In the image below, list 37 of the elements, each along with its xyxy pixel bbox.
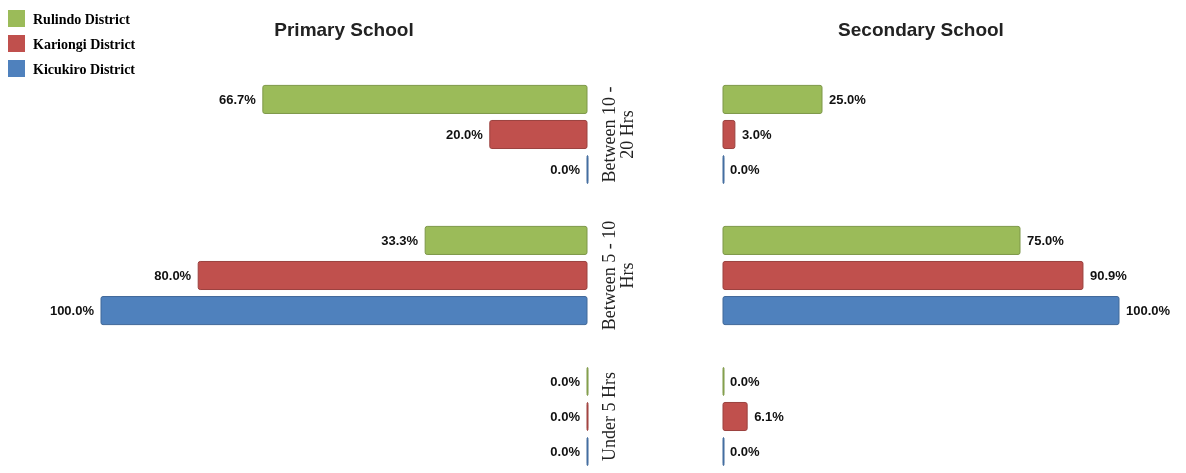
- y-tick-label: Between 5 - 10 Hrs: [599, 220, 638, 331]
- bar: [722, 260, 1084, 291]
- data-label: 80.0%: [154, 268, 192, 284]
- data-label: 90.9%: [1089, 268, 1128, 284]
- legend-label: Kicukiro District: [33, 61, 136, 77]
- chart-title: Secondary School: [838, 19, 1004, 40]
- bar: [424, 225, 588, 255]
- data-label: 0.0%: [730, 444, 761, 460]
- data-label: 6.1%: [754, 409, 785, 425]
- data-label: 20.0%: [445, 127, 484, 143]
- data-label: 75.0%: [1027, 232, 1065, 248]
- y-tick-label: Between 10 - 20 Hrs: [599, 86, 638, 183]
- legend-label: Kariongi District: [33, 36, 136, 52]
- chart-title: Primary School: [274, 19, 414, 40]
- bar: [262, 84, 588, 114]
- y-tick-label: Under 5 Hrs: [599, 372, 620, 461]
- bar: [722, 296, 1120, 326]
- data-label: 0.0%: [550, 162, 581, 178]
- bar: [722, 119, 736, 150]
- data-label: 100.0%: [1126, 303, 1171, 319]
- data-label: 0.0%: [730, 373, 761, 389]
- bar: [100, 296, 588, 326]
- data-label: 0.0%: [730, 162, 761, 178]
- legend-label: Rulindo District: [33, 11, 131, 27]
- data-label: 33.3%: [381, 232, 419, 248]
- data-label: 100.0%: [49, 303, 95, 319]
- data-label: 66.7%: [218, 91, 257, 107]
- bar: [722, 84, 823, 114]
- bar: [722, 401, 748, 432]
- bar: [489, 119, 588, 150]
- data-label: 3.0%: [741, 127, 772, 143]
- bar: [722, 225, 1021, 255]
- data-label: 0.0%: [550, 409, 581, 425]
- data-label: 0.0%: [550, 373, 581, 389]
- data-label: 25.0%: [829, 91, 867, 107]
- bar: [197, 260, 588, 291]
- data-label: 0.0%: [550, 444, 581, 460]
